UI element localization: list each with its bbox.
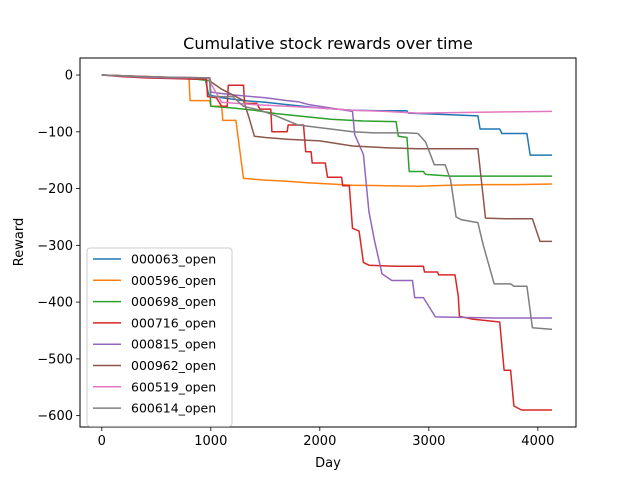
- chart-title: Cumulative stock rewards over time: [183, 34, 473, 53]
- series-line-000962_open: [101, 74, 552, 243]
- y-tick-label: −500: [37, 352, 73, 367]
- y-tick-label: −100: [37, 125, 73, 140]
- y-tick-label: 0: [65, 69, 73, 84]
- legend-label-000596_open: 000596_open: [131, 273, 216, 288]
- x-tick-label: 3000: [412, 434, 445, 449]
- series-layer: [101, 74, 553, 411]
- y-tick-label: −200: [37, 182, 73, 197]
- legend-label-000063_open: 000063_open: [131, 252, 216, 267]
- x-tick-label: 1000: [194, 434, 227, 449]
- y-tick-label: −400: [37, 296, 73, 311]
- y-tick-label: −300: [37, 239, 73, 254]
- x-axis-label: Day: [315, 456, 341, 471]
- y-axis: 0 −100 −200 −300 −400 −500 −600: [37, 69, 80, 424]
- x-tick-label: 2000: [303, 434, 336, 449]
- x-tick-label: 4000: [521, 434, 554, 449]
- legend-label-000716_open: 000716_open: [131, 315, 216, 330]
- series-line-600614_open: [101, 74, 553, 331]
- series-line-000716_open: [101, 74, 552, 411]
- legend-label-600614_open: 600614_open: [131, 401, 216, 416]
- legend-label-000698_open: 000698_open: [131, 294, 216, 309]
- plot-area: [79, 57, 577, 428]
- x-tick-label: 0: [98, 434, 106, 449]
- legend: 000063_open 000596_open 000698_open 000716_…: [86, 247, 233, 427]
- x-axis: 0 1000 2000 3000 4000: [98, 427, 554, 449]
- y-axis-label: Reward: [12, 218, 27, 266]
- series-line-000596_open: [101, 74, 553, 188]
- legend-label-000815_open: 000815_open: [131, 337, 216, 352]
- series-line-000063_open: [101, 74, 552, 156]
- legend-label-000962_open: 000962_open: [131, 358, 216, 373]
- legend-label-600519_open: 600519_open: [131, 379, 216, 394]
- plot-frame: [79, 57, 577, 428]
- y-tick-label: −600: [37, 409, 73, 424]
- series-line-000698_open: [101, 74, 552, 177]
- legend-frame: [86, 247, 233, 427]
